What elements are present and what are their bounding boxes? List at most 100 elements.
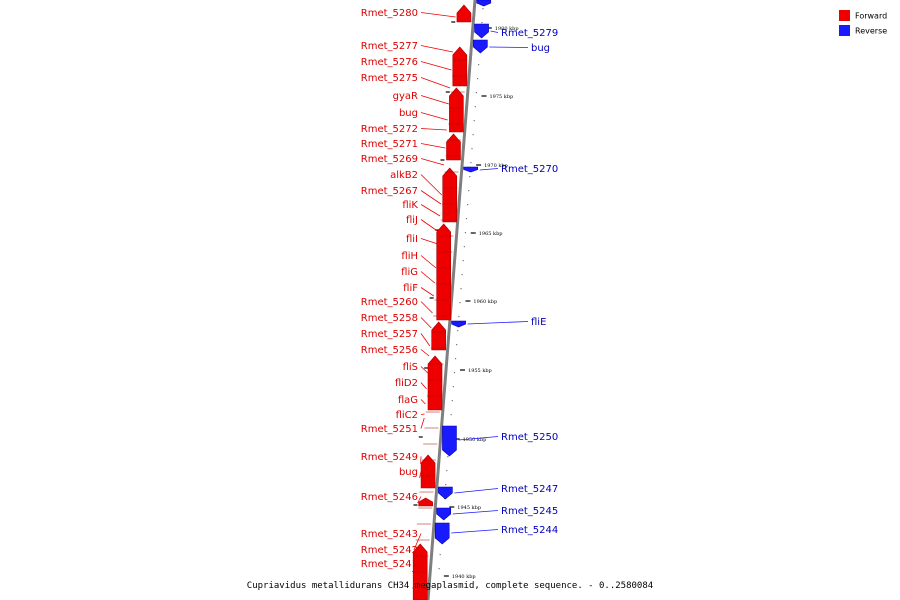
reverse-label-leader bbox=[454, 488, 499, 494]
forward-gene-label: Rmet_5269 bbox=[361, 154, 418, 165]
reverse-gene-arrow bbox=[474, 23, 489, 39]
forward-gene-label: fliF bbox=[403, 283, 418, 294]
forward-gene-label: fliI bbox=[406, 234, 418, 245]
forward-label-leader bbox=[420, 333, 431, 347]
minor-mark bbox=[461, 274, 463, 276]
forward-label-leader bbox=[420, 349, 430, 357]
reverse-gene-arrow bbox=[442, 425, 457, 457]
forward-gene-arrow bbox=[456, 4, 472, 23]
minor-mark bbox=[446, 470, 448, 472]
kbp-tick-label: 1960 kbp bbox=[473, 299, 497, 305]
reverse-gene-label: Rmet_5250 bbox=[501, 432, 558, 443]
forward-label-leader bbox=[420, 77, 451, 89]
reverse-gene-label: Rmet_5279 bbox=[501, 28, 558, 39]
forward-gene-label: fliG bbox=[401, 267, 418, 278]
kbp-tick-label: 1975 kbp bbox=[489, 94, 513, 100]
forward-label-leader bbox=[411, 563, 422, 573]
reverse-gene-label: fliE bbox=[531, 317, 546, 328]
kbp-tick-label: 1955 kbp bbox=[468, 368, 492, 374]
reverse-label-leader bbox=[490, 30, 499, 33]
map-caption: Cupriavidus metallidurans CH34 megaplasm… bbox=[247, 581, 653, 591]
forward-gene-label: Rmet_5271 bbox=[361, 139, 418, 150]
forward-gene-arrow bbox=[431, 321, 446, 351]
reverse-label-leader bbox=[451, 529, 499, 534]
forward-gene-label: fliC2 bbox=[396, 410, 418, 421]
minor-mark bbox=[471, 148, 473, 150]
forward-gene-arrow bbox=[446, 133, 461, 161]
reverse-gene-arrow bbox=[463, 166, 479, 173]
minor-mark bbox=[470, 162, 472, 164]
forward-label-leader bbox=[420, 45, 454, 53]
minor-mark bbox=[465, 218, 468, 220]
minor-mark bbox=[456, 344, 458, 346]
forward-gene-label: Rmet_5249 bbox=[361, 452, 418, 463]
forward-gene-label: bug bbox=[399, 467, 418, 478]
minor-mark bbox=[452, 386, 454, 388]
minor-mark bbox=[459, 302, 461, 304]
kbp-tick-label: 1940 kbp bbox=[452, 574, 476, 580]
minor-mark bbox=[464, 232, 467, 234]
forward-gene-label: Rmet_5277 bbox=[361, 41, 418, 52]
forward-gene-label: gyaR bbox=[393, 91, 418, 102]
forward-label-leader bbox=[420, 366, 429, 374]
forward-label-leader bbox=[420, 382, 427, 390]
minor-mark bbox=[439, 554, 441, 556]
forward-label-leader bbox=[420, 219, 440, 233]
minor-mark bbox=[438, 568, 440, 570]
gene-features bbox=[411, 0, 492, 600]
reverse-label-leader bbox=[489, 46, 529, 48]
forward-gene-label: alkB2 bbox=[390, 170, 418, 181]
reverse-label-leader bbox=[467, 321, 529, 325]
kbp-tick-label: 1945 kbp bbox=[457, 505, 481, 511]
forward-label-leader bbox=[420, 95, 449, 105]
forward-label-leader bbox=[420, 143, 446, 149]
reverse-gene-label: Rmet_5244 bbox=[501, 525, 558, 536]
kbp-ticks: 1980 kbp 1975 kbp 1970 kbp 1965 kbp 1960 kbp… bbox=[443, 26, 519, 580]
forward-gene-arrow bbox=[436, 223, 451, 321]
legend-forward-label: Forward bbox=[855, 12, 887, 21]
minor-mark bbox=[474, 106, 476, 108]
forward-gene-label: fliH bbox=[401, 251, 418, 262]
forward-gene-label: Rmet_5260 bbox=[361, 297, 418, 308]
forward-gene-label: Rmet_5243 bbox=[361, 529, 418, 540]
kbp-tick-label: 1980 kbp bbox=[495, 26, 519, 32]
minor-mark bbox=[447, 456, 449, 458]
forward-label-leader bbox=[420, 158, 445, 166]
minor-mark bbox=[472, 134, 474, 136]
minor-mark bbox=[463, 246, 465, 248]
reverse-gene-arrow bbox=[451, 320, 466, 328]
minor-mark bbox=[469, 176, 471, 178]
minor-mark bbox=[468, 190, 470, 192]
reverse-gene-arrow bbox=[473, 39, 488, 54]
forward-gene-label: fliS bbox=[403, 362, 418, 373]
forward-label-leader bbox=[420, 413, 425, 415]
forward-gene-label: Rmet_5267 bbox=[361, 186, 418, 197]
forward-label-leader bbox=[420, 271, 436, 284]
forward-gene-label: Rmet_5251 bbox=[361, 424, 418, 435]
forward-gene-label: bug bbox=[399, 108, 418, 119]
forward-label-leader bbox=[420, 174, 443, 196]
minor-mark bbox=[467, 204, 469, 206]
forward-gene-arrow bbox=[442, 167, 458, 223]
forward-label-leader bbox=[417, 496, 422, 504]
minor-mark bbox=[458, 316, 460, 318]
reverse-gene-label: Rmet_5270 bbox=[501, 164, 558, 175]
kbp-tick-label: 1965 kbp bbox=[479, 231, 503, 237]
gene-labels: Rmet_5280 Rmet_5277 Rmet_5276 Rmet_5275 gyaR… bbox=[361, 8, 558, 573]
reverse-gene-label: bug bbox=[531, 43, 550, 54]
forward-label-leader bbox=[420, 12, 456, 18]
forward-gene-label: Rmet_5256 bbox=[361, 345, 418, 356]
minor-mark bbox=[453, 372, 456, 374]
forward-label-leader bbox=[420, 417, 425, 429]
kbp-tick-label: 1970 kbp bbox=[484, 163, 508, 169]
legend-reverse-label: Reverse bbox=[855, 27, 887, 36]
minor-mark bbox=[462, 260, 464, 262]
forward-label-leader bbox=[420, 112, 448, 121]
forward-label-leader bbox=[420, 399, 426, 405]
forward-label-leader bbox=[420, 128, 447, 131]
minor-mark bbox=[450, 414, 452, 416]
forward-label-leader bbox=[420, 317, 432, 329]
minor-mark bbox=[477, 64, 480, 66]
forward-label-leader bbox=[420, 238, 439, 245]
